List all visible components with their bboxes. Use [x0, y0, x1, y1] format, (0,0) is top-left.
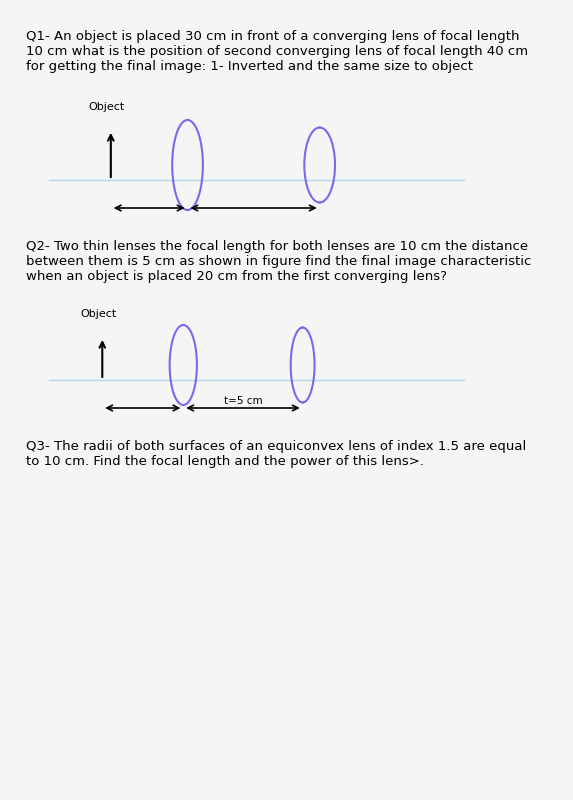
Text: Q1- An object is placed 30 cm in front of a converging lens of focal length
10 c: Q1- An object is placed 30 cm in front o… [26, 30, 528, 73]
Text: t=5 cm: t=5 cm [223, 396, 262, 406]
Text: Q2- Two thin lenses the focal length for both lenses are 10 cm the distance
betw: Q2- Two thin lenses the focal length for… [26, 240, 531, 283]
Text: Object: Object [80, 309, 116, 319]
Text: Q3- The radii of both surfaces of an equiconvex lens of index 1.5 are equal
to 1: Q3- The radii of both surfaces of an equ… [26, 440, 526, 468]
Text: Object: Object [88, 102, 125, 112]
